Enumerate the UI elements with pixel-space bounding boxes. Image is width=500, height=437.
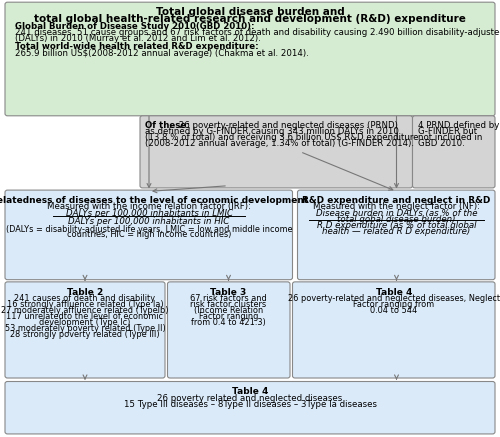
FancyBboxPatch shape xyxy=(412,116,495,188)
FancyBboxPatch shape xyxy=(298,190,495,280)
Text: 117 unrelatedto the level of economic: 117 unrelatedto the level of economic xyxy=(6,312,164,321)
Text: (13.8 % of total) and receiving 3.6 billion US$ R&D expenditure: (13.8 % of total) and receiving 3.6 bill… xyxy=(145,133,418,142)
FancyBboxPatch shape xyxy=(292,282,495,378)
Text: Of these:: Of these: xyxy=(145,121,190,130)
Text: GBD 2010.: GBD 2010. xyxy=(418,139,465,148)
Text: Table 3: Table 3 xyxy=(210,288,246,297)
Text: as defined by G-FINDER,causing 343 million DALYs in 2010: as defined by G-FINDER,causing 343 milli… xyxy=(145,127,399,136)
Text: (DALYs = disability-adjusted life years, LMIC = low and middle income: (DALYs = disability-adjusted life years,… xyxy=(6,225,292,234)
Text: 241 diseases, 51 cause groups and 67 risk factors of death and disability causin: 241 diseases, 51 cause groups and 67 ris… xyxy=(15,28,500,37)
Text: Table 4: Table 4 xyxy=(232,387,268,396)
Text: R&D expenditure and neglect in R&D: R&D expenditure and neglect in R&D xyxy=(302,196,490,205)
Text: risk factor clusters: risk factor clusters xyxy=(190,300,266,309)
Text: Factor ranging: Factor ranging xyxy=(199,312,258,321)
FancyBboxPatch shape xyxy=(5,2,495,116)
Text: 67 risk factors and: 67 risk factors and xyxy=(190,294,267,303)
FancyBboxPatch shape xyxy=(5,282,165,378)
Text: R D expenditure (as % of total global: R D expenditure (as % of total global xyxy=(317,221,476,230)
Text: countries, HIC = high income countries): countries, HIC = high income countries) xyxy=(67,230,231,239)
Text: Disease burden in DALYs (as % of the: Disease burden in DALYs (as % of the xyxy=(316,209,477,218)
Text: G-FINDER but: G-FINDER but xyxy=(418,127,477,136)
Text: 26 poverty-related and neglected diseases, Neglect: 26 poverty-related and neglected disease… xyxy=(288,294,500,303)
Text: development (Type Ic): development (Type Ic) xyxy=(40,318,130,327)
Text: 53 moderately poverty related (Type II): 53 moderately poverty related (Type II) xyxy=(4,324,166,333)
Text: 15 Type III diseases – 8Type II diseases – 3Type Ia diseases: 15 Type III diseases – 8Type II diseases… xyxy=(124,400,376,409)
Text: 0.04 to 544: 0.04 to 544 xyxy=(370,306,418,315)
Text: Measured with the neglect factor (NF):: Measured with the neglect factor (NF): xyxy=(313,202,480,211)
Text: (Income Relation: (Income Relation xyxy=(194,306,263,315)
Text: Table 2: Table 2 xyxy=(67,288,103,297)
Text: 241 causes of death and disability: 241 causes of death and disability xyxy=(14,294,156,303)
Text: 26 poverty-related and neglected diseases (PRND): 26 poverty-related and neglected disease… xyxy=(176,121,398,130)
Text: from 0.4 to 421.3): from 0.4 to 421.3) xyxy=(191,318,266,327)
Text: DALYs per 100,000 inhabitants in HIC: DALYs per 100,000 inhabitants in HIC xyxy=(68,217,230,226)
Text: DALYs per 100,000 inhabitants in LMIC: DALYs per 100,000 inhabitants in LMIC xyxy=(66,209,232,218)
Text: Total global disease burden and: Total global disease burden and xyxy=(156,7,344,17)
Text: not included in: not included in xyxy=(418,133,482,142)
FancyBboxPatch shape xyxy=(5,382,495,434)
Text: total global health-related research and development (R&D) expenditure: total global health-related research and… xyxy=(34,14,466,24)
Text: (2008-2012 annual average, 1.34% of total) (G-FINDER 2014).: (2008-2012 annual average, 1.34% of tota… xyxy=(145,139,414,148)
Text: health — related R D expenditure): health — related R D expenditure) xyxy=(322,227,470,236)
Text: (DALYs) in 2010 (Murray et al. 2012 and Lim et al. 2012).: (DALYs) in 2010 (Murray et al. 2012 and … xyxy=(15,34,261,43)
FancyBboxPatch shape xyxy=(168,282,290,378)
Text: Global Burden of Disease Study 2010(GBD 2010):: Global Burden of Disease Study 2010(GBD … xyxy=(15,22,254,31)
Text: 28 strongly poverty related (Type III): 28 strongly poverty related (Type III) xyxy=(10,330,160,340)
Text: Relatedness of diseases to the level of economic development: Relatedness of diseases to the level of … xyxy=(0,196,308,205)
Text: 4 PRND defined by: 4 PRND defined by xyxy=(418,121,500,130)
Text: Factor ranging from: Factor ranging from xyxy=(354,300,434,309)
Text: 16 strongly affluence related (Type Ia): 16 strongly affluence related (Type Ia) xyxy=(6,300,164,309)
Text: 265.9 billion US$(2008-2012 annual average) (Chakma et al. 2014).: 265.9 billion US$(2008-2012 annual avera… xyxy=(15,49,309,58)
Text: Table 4: Table 4 xyxy=(376,288,412,297)
FancyBboxPatch shape xyxy=(5,190,292,280)
Text: 26 poverty related and neglected diseases: 26 poverty related and neglected disease… xyxy=(158,394,342,403)
Text: 27 moderately affluence related (TypeIb): 27 moderately affluence related (TypeIb) xyxy=(1,306,169,315)
FancyBboxPatch shape xyxy=(140,116,412,188)
Text: Total world-wide health related R&D expenditure:: Total world-wide health related R&D expe… xyxy=(15,42,258,52)
Text: Measured with the income relation factor (IRF):: Measured with the income relation factor… xyxy=(47,202,251,211)
Text: total gobal disease burden): total gobal disease burden) xyxy=(337,215,456,224)
